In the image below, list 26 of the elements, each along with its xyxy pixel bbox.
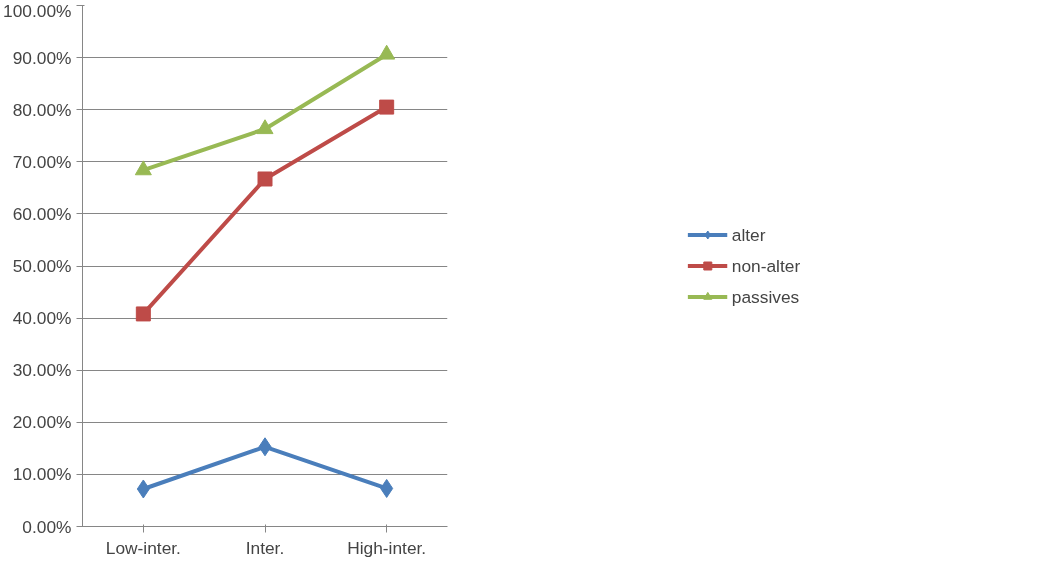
point (256, 119, 274, 135)
y-tick-label: 80.00% (12, 99, 72, 120)
x-tick-label: Low-inter. (105, 537, 181, 558)
y-tick-label: 30.00% (12, 360, 72, 381)
x-tick-label: Inter. (245, 537, 285, 558)
point (134, 160, 152, 176)
y-tick-label: 90.00% (12, 47, 72, 68)
y-tick-label: 60.00% (12, 203, 72, 224)
point (257, 171, 273, 187)
y-tick-label: 50.00% (12, 256, 72, 276)
point (380, 478, 394, 498)
y-tick-label: 0.00% (22, 516, 72, 537)
legend-label: non-alter (731, 255, 801, 276)
y-tick-label: 20.00% (12, 412, 72, 433)
point (136, 479, 150, 499)
y-tick-label: 70.00% (12, 151, 72, 172)
y-tick-label: 40.00% (12, 308, 72, 329)
point (378, 44, 396, 60)
y-tick-label: 10.00% (12, 464, 72, 485)
point (379, 99, 395, 115)
legend-label: passives (731, 286, 800, 307)
legend-label: alter (731, 224, 766, 245)
point (135, 306, 151, 322)
y-tick-label: 100.00% (3, 0, 72, 21)
point (258, 437, 272, 457)
x-tick-label: High-inter. (347, 537, 427, 558)
